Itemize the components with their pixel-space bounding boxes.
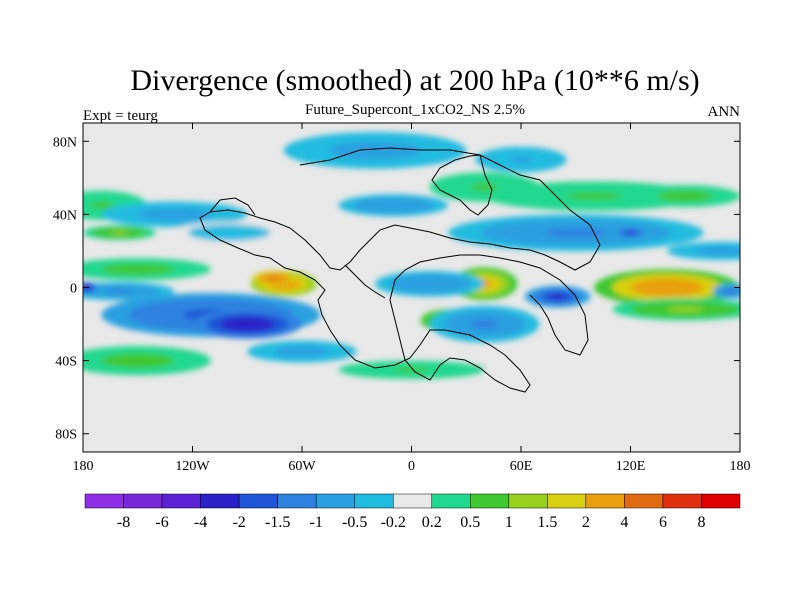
field-blob-12-level-3 — [393, 367, 430, 373]
field-blob-3-level-3 — [119, 266, 157, 272]
colorbar-label: -4 — [194, 514, 207, 531]
colorbar-label: 8 — [697, 514, 705, 531]
field-blob-22-level-3 — [566, 192, 622, 200]
field-blob-30-level-3 — [726, 289, 736, 294]
colorbar-swatch — [585, 493, 625, 509]
field-blob-9-level-3 — [233, 320, 261, 328]
colorbar-swatch — [354, 493, 394, 509]
field-blob-0-level-3 — [89, 201, 113, 209]
colorbar-swatch — [624, 493, 664, 509]
field-blob-27-level-3 — [110, 230, 129, 235]
colorbar-label: 1 — [505, 514, 513, 531]
colorbar-swatch — [123, 493, 163, 509]
field-blob-1-level-3 — [156, 211, 193, 218]
field-blob-11-level-3 — [288, 348, 316, 355]
colorbar-label: 4 — [620, 514, 628, 531]
colorbar-swatch — [662, 493, 702, 509]
colorbar: -8 -6 -4 -2 -1.5 -1 -0.5 -0.2 0.2 0.5 1 1.5 2 4 6 8 — [84, 493, 741, 531]
field-blob-24-level-3 — [470, 183, 499, 191]
colorbar-label: 2 — [582, 514, 590, 531]
x-tick-label: 120W — [175, 459, 210, 474]
colorbar-swatch — [84, 493, 124, 509]
field-blob-5-level-3 — [269, 276, 281, 281]
y-tick-label: 40N — [53, 208, 77, 223]
field-blob-20-level-3 — [543, 228, 608, 238]
colorbar-swatch — [161, 493, 201, 509]
y-tick-label: 80S — [55, 428, 77, 443]
colorbar-swatch — [392, 493, 433, 509]
chart-subtitle: Future_Supercont_1xCO2_NS 2.5% — [305, 102, 525, 118]
x-tick-label: 0 — [408, 459, 415, 474]
colorbar-label: -8 — [117, 514, 130, 531]
x-axis: 180 120W 60W 0 60E 120E 180 — [73, 123, 751, 474]
chart-title: Divergence (smoothed) at 200 hPa (10**6 … — [130, 64, 699, 97]
colorbar-swatch — [508, 493, 548, 509]
colorbar-label: -2 — [232, 514, 245, 531]
colorbar-swatch — [547, 493, 587, 509]
colorbar-label: -6 — [155, 514, 168, 531]
y-axis: 80N 40N 0 40S 80S — [53, 135, 740, 443]
field-blob-17-level-3 — [549, 293, 566, 300]
continent-outline — [199, 147, 601, 393]
colorbar-label: 1.5 — [537, 514, 557, 531]
field-blob-29-level-3 — [708, 248, 736, 254]
colorbar-swatch — [200, 493, 240, 509]
plot-area — [83, 123, 740, 452]
field-blob-16-level-3 — [470, 319, 499, 329]
field-blob-2-level-3 — [215, 230, 243, 236]
field-blob-23-level-3 — [671, 193, 699, 199]
field-blob-18-level-3 — [648, 282, 686, 293]
field-blob-19-level-3 — [667, 306, 704, 313]
field-blob-6-level-3 — [105, 288, 134, 294]
field-blob-10-level-3 — [119, 356, 157, 365]
x-tick-label: 180 — [730, 459, 751, 474]
left-label: Expt = teurg — [83, 108, 158, 124]
field-blob-14-level-3 — [416, 280, 444, 287]
colorbar-label: 0.2 — [422, 514, 442, 531]
field-blob-21-level-3 — [625, 231, 636, 235]
field-blob-28-level-3 — [379, 202, 407, 208]
field-blob-26-level-3 — [509, 156, 533, 163]
colorbar-label: 6 — [659, 514, 667, 531]
x-tick-label: 60W — [288, 459, 316, 474]
y-tick-label: 0 — [70, 282, 77, 297]
y-tick-label: 40S — [55, 355, 77, 370]
x-tick-label: 60E — [510, 459, 533, 474]
y-tick-label: 80N — [53, 135, 77, 150]
right-label: ANN — [708, 104, 741, 120]
colorbar-label: -1 — [310, 514, 323, 531]
colorbar-swatch — [701, 493, 741, 509]
x-tick-label: 120E — [616, 459, 646, 474]
x-tick-label: 180 — [73, 459, 94, 474]
colorbar-swatch — [277, 493, 317, 509]
divergence-field — [83, 132, 740, 379]
colorbar-label: -1.5 — [265, 514, 290, 531]
colorbar-swatch — [238, 493, 278, 509]
colorbar-swatch — [431, 493, 471, 509]
colorbar-label: -0.2 — [381, 514, 406, 531]
colorbar-swatch — [470, 493, 510, 509]
colorbar-label: -0.5 — [342, 514, 367, 531]
colorbar-label: 0.5 — [460, 514, 480, 531]
colorbar-swatch — [315, 493, 355, 509]
